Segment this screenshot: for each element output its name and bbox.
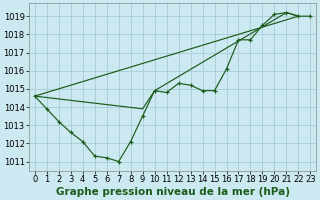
X-axis label: Graphe pression niveau de la mer (hPa): Graphe pression niveau de la mer (hPa) <box>56 187 290 197</box>
